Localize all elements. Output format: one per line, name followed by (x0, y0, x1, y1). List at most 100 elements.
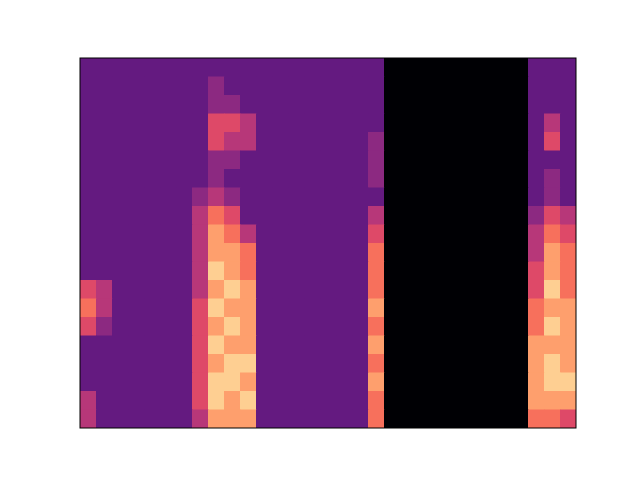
cell (384, 58, 401, 77)
cell (240, 354, 257, 373)
cell (544, 299, 561, 318)
cell (208, 225, 225, 244)
cell (416, 58, 433, 77)
cell (528, 243, 545, 262)
chart (0, 0, 640, 480)
cell (144, 317, 161, 336)
cell (256, 299, 273, 318)
cell (320, 299, 337, 318)
cell (448, 243, 465, 262)
cell (80, 206, 97, 225)
cell (144, 206, 161, 225)
cell (544, 391, 561, 410)
cell (256, 132, 273, 151)
cell (336, 114, 353, 133)
cell (528, 410, 545, 429)
cell (208, 299, 225, 318)
cell (80, 243, 97, 262)
cell (480, 95, 497, 114)
cell (304, 188, 321, 207)
cell (480, 391, 497, 410)
cell (80, 151, 97, 170)
cell (544, 58, 561, 77)
cell (480, 132, 497, 151)
cell (208, 77, 225, 96)
cell (112, 132, 129, 151)
cell (416, 225, 433, 244)
cell (416, 280, 433, 299)
cell (368, 225, 385, 244)
cell (160, 151, 177, 170)
cell (224, 132, 241, 151)
cell (304, 206, 321, 225)
cell (384, 280, 401, 299)
cell (512, 373, 529, 392)
cell (496, 225, 513, 244)
cell (224, 262, 241, 281)
cell (432, 262, 449, 281)
cell (272, 280, 289, 299)
cell (128, 58, 145, 77)
cell (80, 114, 97, 133)
plot (80, 58, 577, 429)
cell (432, 243, 449, 262)
cell (528, 114, 545, 133)
cell (512, 151, 529, 170)
cell (480, 299, 497, 318)
cell (240, 132, 257, 151)
cell (368, 391, 385, 410)
cell (128, 77, 145, 96)
cell (272, 225, 289, 244)
cell (496, 373, 513, 392)
cell (496, 151, 513, 170)
cell (480, 354, 497, 373)
cell (432, 280, 449, 299)
cell (384, 188, 401, 207)
cell (176, 114, 193, 133)
cell (96, 391, 113, 410)
cell (80, 391, 97, 410)
cell (384, 206, 401, 225)
cell (128, 114, 145, 133)
cell (352, 373, 369, 392)
cell (464, 188, 481, 207)
cell (112, 373, 129, 392)
cell (528, 58, 545, 77)
cell (112, 188, 129, 207)
cell (144, 169, 161, 188)
cell (368, 95, 385, 114)
cell (400, 151, 417, 170)
cell (528, 280, 545, 299)
cell (432, 169, 449, 188)
cell (160, 262, 177, 281)
cell (240, 299, 257, 318)
cell (288, 262, 305, 281)
cell (224, 95, 241, 114)
cell (144, 151, 161, 170)
cell (368, 280, 385, 299)
cell (112, 336, 129, 355)
cell (96, 354, 113, 373)
cell (96, 410, 113, 429)
cell (112, 280, 129, 299)
cell (176, 262, 193, 281)
cell (160, 391, 177, 410)
cell (432, 336, 449, 355)
cell (480, 206, 497, 225)
cell (80, 95, 97, 114)
cell (272, 317, 289, 336)
cell (96, 132, 113, 151)
cell (192, 58, 209, 77)
cell (352, 206, 369, 225)
cell (96, 114, 113, 133)
cell (160, 299, 177, 318)
cell (192, 354, 209, 373)
cell (144, 114, 161, 133)
cell (240, 262, 257, 281)
cell (560, 151, 576, 170)
cell (144, 280, 161, 299)
cell (368, 317, 385, 336)
cell (336, 354, 353, 373)
cell (192, 206, 209, 225)
cell (496, 169, 513, 188)
